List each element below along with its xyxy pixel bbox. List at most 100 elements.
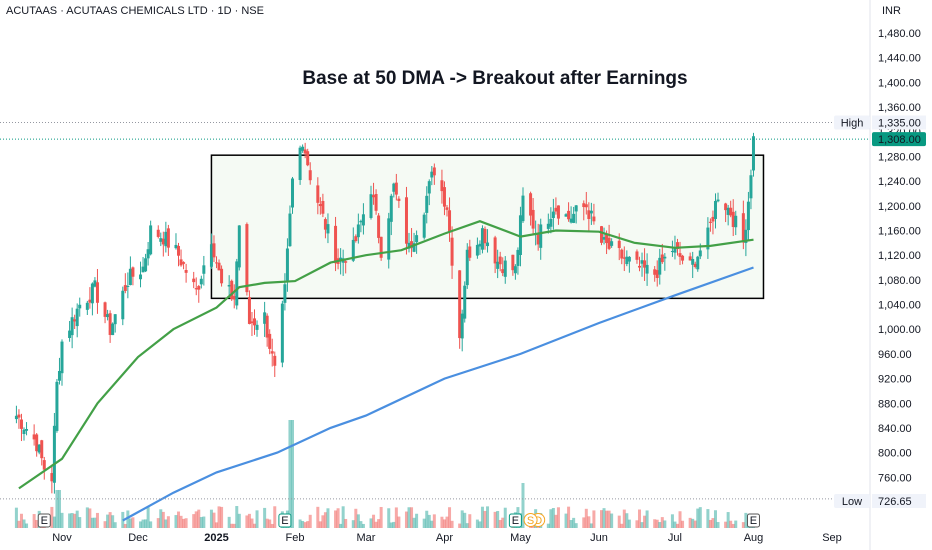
candle-body[interactable]	[445, 207, 449, 210]
candle-body[interactable]	[744, 229, 748, 243]
candle-body[interactable]	[493, 237, 497, 264]
candle-body[interactable]	[440, 180, 444, 192]
candle-body[interactable]	[237, 225, 241, 268]
candle-body[interactable]	[344, 261, 348, 263]
candle-body[interactable]	[57, 370, 61, 381]
candle-body[interactable]	[645, 264, 649, 274]
candle-body[interactable]	[511, 254, 515, 271]
candle-body[interactable]	[103, 302, 107, 317]
candle-body[interactable]	[475, 244, 479, 256]
candle-body[interactable]	[688, 256, 692, 261]
candle-body[interactable]	[37, 444, 41, 453]
candle-body[interactable]	[498, 256, 502, 265]
candle-body[interactable]	[749, 175, 753, 199]
candle-body[interactable]	[675, 242, 679, 250]
candle-body[interactable]	[131, 267, 135, 277]
candle-body[interactable]	[283, 284, 287, 303]
candle-body[interactable]	[622, 257, 626, 259]
candle-body[interactable]	[572, 213, 576, 223]
candle-body[interactable]	[285, 248, 289, 281]
candle-body[interactable]	[303, 149, 307, 154]
candle-body[interactable]	[465, 249, 469, 286]
candle-body[interactable]	[70, 317, 74, 336]
candle-body[interactable]	[354, 236, 358, 241]
candle-body[interactable]	[726, 207, 730, 215]
candle-body[interactable]	[209, 244, 213, 267]
candle-body[interactable]	[50, 473, 54, 482]
candle-body[interactable]	[394, 182, 398, 195]
candle-body[interactable]	[156, 229, 160, 237]
candle-body[interactable]	[166, 228, 170, 248]
candle-body[interactable]	[640, 260, 644, 264]
candle-body[interactable]	[660, 254, 664, 263]
candle-body[interactable]	[323, 219, 327, 230]
candle-body[interactable]	[301, 146, 305, 151]
candle-body[interactable]	[128, 268, 132, 286]
candle-body[interactable]	[653, 269, 657, 275]
candle-body[interactable]	[458, 270, 462, 339]
candle-body[interactable]	[263, 312, 267, 324]
candle-body[interactable]	[529, 193, 533, 216]
candle-body[interactable]	[521, 195, 525, 222]
candle-body[interactable]	[620, 249, 624, 259]
candle-body[interactable]	[288, 213, 292, 247]
candle-body[interactable]	[708, 221, 712, 223]
candle-body[interactable]	[141, 266, 145, 273]
candle-body[interactable]	[194, 288, 198, 290]
candle-body[interactable]	[220, 268, 224, 284]
candle-body[interactable]	[78, 304, 82, 309]
candle-body[interactable]	[389, 195, 393, 222]
candle-body[interactable]	[369, 194, 373, 218]
candle-body[interactable]	[374, 194, 378, 211]
candle-body[interactable]	[88, 299, 92, 303]
candle-body[interactable]	[177, 245, 181, 256]
candle-body[interactable]	[359, 220, 363, 223]
candle-body[interactable]	[308, 170, 312, 181]
candle-body[interactable]	[625, 256, 629, 265]
candlesticks[interactable]	[14, 132, 755, 494]
candle-body[interactable]	[113, 314, 117, 325]
candle-body[interactable]	[655, 270, 659, 279]
candle-body[interactable]	[164, 231, 168, 247]
candle-body[interactable]	[696, 256, 700, 270]
candle-body[interactable]	[516, 249, 520, 266]
candle-body[interactable]	[567, 210, 571, 220]
candle-body[interactable]	[513, 266, 517, 274]
candle-body[interactable]	[199, 278, 203, 285]
candle-body[interactable]	[356, 224, 360, 238]
candle-body[interactable]	[518, 215, 522, 255]
candle-body[interactable]	[592, 216, 596, 222]
candle-body[interactable]	[126, 285, 130, 287]
candle-body[interactable]	[318, 204, 322, 207]
candle-body[interactable]	[478, 243, 482, 247]
candle-body[interactable]	[161, 238, 165, 245]
candle-body[interactable]	[273, 355, 277, 366]
candle-body[interactable]	[179, 259, 183, 266]
candle-body[interactable]	[25, 428, 29, 431]
candle-body[interactable]	[693, 263, 697, 267]
candle-body[interactable]	[35, 434, 39, 452]
candle-body[interactable]	[486, 242, 490, 247]
candle-body[interactable]	[698, 250, 702, 257]
candle-body[interactable]	[22, 429, 26, 435]
candle-body[interactable]	[569, 218, 573, 223]
earnings-marker[interactable]	[278, 513, 292, 528]
candle-body[interactable]	[450, 237, 454, 266]
candle-body[interactable]	[73, 319, 77, 322]
candle-body[interactable]	[691, 258, 695, 265]
candle-body[interactable]	[334, 225, 338, 264]
candle-body[interactable]	[60, 341, 64, 374]
candle-body[interactable]	[93, 280, 97, 287]
candle-body[interactable]	[425, 195, 429, 213]
candle-body[interactable]	[255, 324, 259, 330]
candle-body[interactable]	[602, 237, 606, 240]
candle-body[interactable]	[410, 241, 414, 248]
candle-body[interactable]	[554, 207, 558, 212]
candle-body[interactable]	[290, 178, 294, 208]
candle-body[interactable]	[230, 280, 234, 300]
candle-body[interactable]	[123, 285, 127, 291]
candle-body[interactable]	[202, 265, 206, 274]
candle-body[interactable]	[546, 223, 550, 229]
candle-body[interactable]	[460, 313, 464, 339]
candle-body[interactable]	[306, 151, 310, 166]
